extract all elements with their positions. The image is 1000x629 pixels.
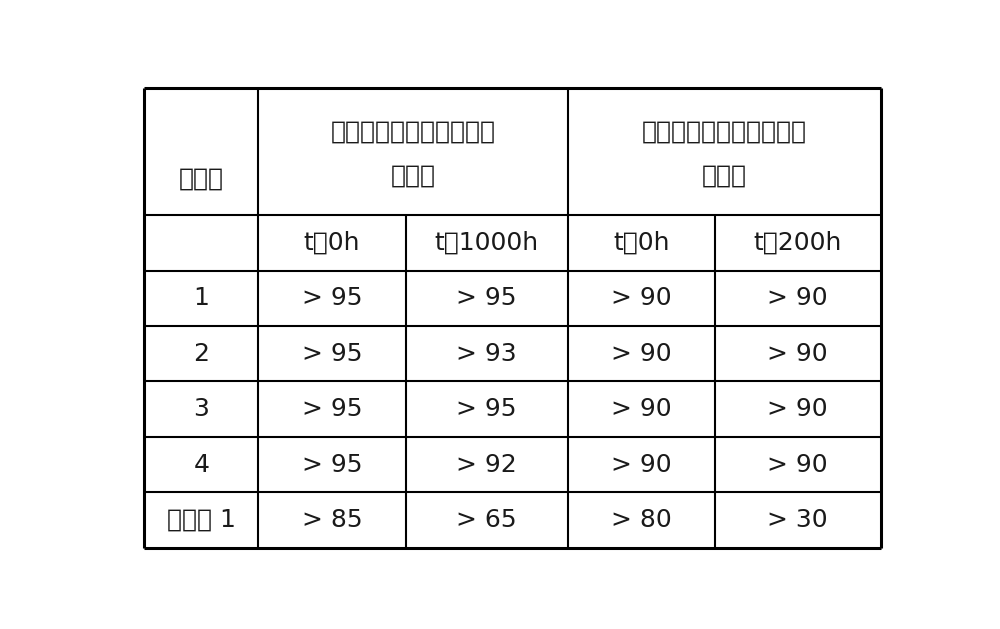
Text: > 95: > 95 [302, 397, 362, 421]
Text: > 90: > 90 [611, 397, 672, 421]
Text: > 93: > 93 [456, 342, 517, 365]
Text: > 95: > 95 [302, 452, 362, 477]
Text: 4: 4 [193, 452, 209, 477]
Text: （％）: （％） [391, 164, 436, 187]
Text: 2: 2 [193, 342, 209, 365]
Text: > 90: > 90 [767, 397, 828, 421]
Text: > 90: > 90 [611, 286, 672, 310]
Text: > 90: > 90 [767, 286, 828, 310]
Text: > 90: > 90 [767, 342, 828, 365]
Text: 3: 3 [193, 397, 209, 421]
Text: 有水条件下甲烷的转化率: 有水条件下甲烷的转化率 [642, 120, 807, 144]
Text: 对比例 1: 对比例 1 [167, 508, 236, 532]
Text: > 95: > 95 [302, 342, 362, 365]
Text: （％）: （％） [702, 164, 747, 187]
Text: t＝1000h: t＝1000h [435, 231, 539, 255]
Text: > 85: > 85 [302, 508, 362, 532]
Text: > 95: > 95 [456, 397, 517, 421]
Text: > 65: > 65 [456, 508, 517, 532]
Text: 1: 1 [193, 286, 209, 310]
Text: > 90: > 90 [767, 452, 828, 477]
Text: > 90: > 90 [611, 342, 672, 365]
Text: > 90: > 90 [611, 452, 672, 477]
Text: t＝0h: t＝0h [304, 231, 360, 255]
Text: > 80: > 80 [611, 508, 672, 532]
Text: > 30: > 30 [767, 508, 828, 532]
Text: > 92: > 92 [456, 452, 517, 477]
Text: 无水条件下甲烷的转化率: 无水条件下甲烷的转化率 [331, 120, 496, 144]
Text: t＝0h: t＝0h [613, 231, 670, 255]
Text: t＝200h: t＝200h [754, 231, 842, 255]
Text: > 95: > 95 [302, 286, 362, 310]
Text: 实施例: 实施例 [179, 167, 224, 191]
Text: > 95: > 95 [456, 286, 517, 310]
